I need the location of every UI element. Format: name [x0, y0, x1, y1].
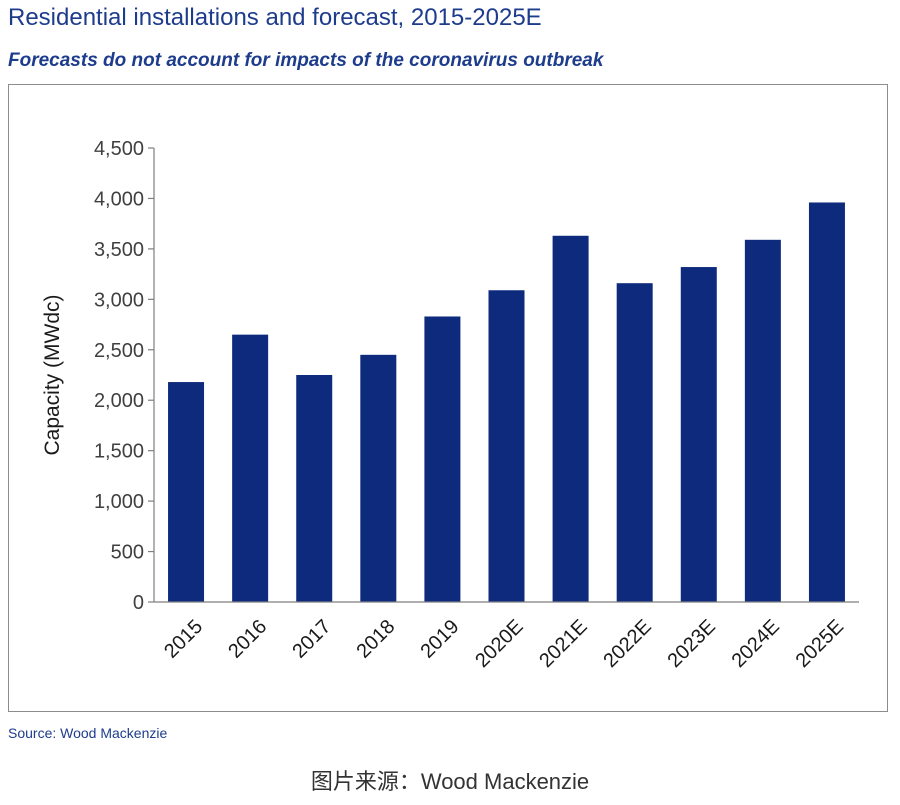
x-tick-label: 2019 [417, 616, 464, 663]
x-tick-label: 2017 [288, 616, 335, 663]
bar-2025E [808, 202, 845, 602]
bar-2022E [616, 283, 653, 602]
x-tick-label: 2015 [160, 616, 207, 663]
y-tick-label: 3,000 [94, 289, 144, 311]
y-tick-label: 4,000 [94, 188, 144, 210]
y-axis-label: Capacity (MWdc) [41, 294, 64, 455]
source-note: Source: Wood Mackenzie [8, 725, 168, 741]
y-tick-label: 1,500 [94, 441, 144, 463]
chart-subtitle: Forecasts do not account for impacts of … [8, 50, 604, 71]
y-tick-label: 1,000 [94, 491, 144, 513]
x-tick-label: 2016 [224, 616, 271, 663]
chart-frame: 0 500 1,000 1,500 2,000 2,500 3,000 3,500 4,000 4… [8, 84, 888, 712]
x-tick-label: 2025E [792, 616, 848, 672]
bar-2015 [168, 382, 205, 602]
x-tick-label: 2024E [728, 616, 784, 672]
bar-2020E [488, 290, 525, 602]
y-tick-label: 500 [111, 542, 144, 564]
bar-2024E [744, 239, 781, 602]
bar-series [168, 202, 845, 603]
y-axis-ticks: 0 500 1,000 1,500 2,000 2,500 3,000 3,500 4,000 4… [94, 138, 154, 614]
y-tick-label: 3,500 [94, 239, 144, 261]
bar-chart: 0 500 1,000 1,500 2,000 2,500 3,000 3,500 4,000 4… [41, 138, 859, 672]
y-tick-label: 4,500 [94, 138, 144, 160]
x-axis-labels: 2015 2016 2017 2018 2019 2020E 2021E 2022E 2023E… [160, 616, 848, 672]
y-tick-label: 2,500 [94, 340, 144, 362]
bar-2017 [296, 375, 333, 602]
x-tick-label: 2022E [599, 616, 655, 672]
image-caption: 图片来源：Wood Mackenzie [310, 769, 590, 794]
bar-2016 [232, 334, 269, 602]
x-tick-label: 2020E [471, 616, 527, 672]
bar-2023E [680, 267, 717, 602]
bar-2021E [552, 235, 589, 603]
x-tick-label: 2021E [535, 616, 591, 672]
y-tick-label: 2,000 [94, 390, 144, 412]
chart-title: Residential installations and forecast, … [8, 4, 542, 31]
bar-2018 [360, 354, 397, 602]
bar-2019 [424, 316, 461, 602]
x-tick-label: 2018 [352, 616, 399, 663]
x-tick-label: 2023E [663, 616, 719, 672]
y-tick-label: 0 [133, 592, 144, 614]
